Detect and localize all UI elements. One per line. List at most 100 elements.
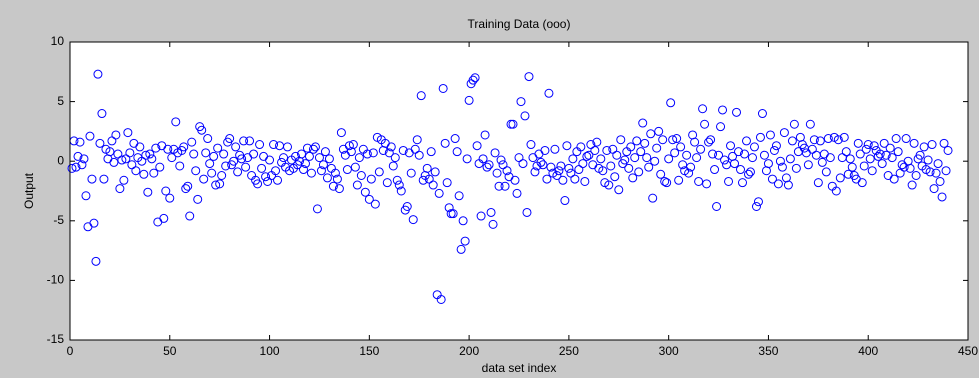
data-point bbox=[436, 294, 446, 304]
data-point bbox=[510, 175, 520, 185]
data-point bbox=[207, 168, 217, 178]
data-point bbox=[664, 154, 674, 164]
data-point bbox=[642, 153, 652, 163]
data-point bbox=[690, 137, 700, 147]
data-point bbox=[863, 140, 873, 150]
data-point bbox=[464, 95, 474, 105]
data-point bbox=[67, 163, 77, 173]
data-point bbox=[89, 218, 99, 228]
data-point bbox=[666, 98, 676, 108]
data-point bbox=[730, 159, 740, 169]
data-point bbox=[726, 141, 736, 151]
data-point bbox=[696, 144, 706, 154]
data-point bbox=[889, 174, 899, 184]
data-point bbox=[839, 132, 849, 142]
data-point bbox=[753, 197, 763, 207]
data-point bbox=[598, 166, 608, 176]
data-point bbox=[448, 209, 458, 219]
data-point bbox=[468, 75, 478, 85]
data-point bbox=[925, 167, 935, 177]
y-tick-label: -10 bbox=[47, 273, 65, 287]
data-point bbox=[783, 180, 793, 190]
data-point bbox=[368, 148, 378, 158]
data-point bbox=[426, 147, 436, 157]
data-point bbox=[710, 165, 720, 175]
data-point bbox=[646, 129, 656, 139]
data-point bbox=[390, 153, 400, 163]
data-point bbox=[610, 172, 620, 182]
data-point bbox=[73, 151, 83, 161]
data-point bbox=[304, 151, 314, 161]
data-point bbox=[472, 141, 482, 151]
data-point bbox=[482, 162, 492, 172]
x-tick-label: 250 bbox=[559, 344, 579, 358]
data-point bbox=[159, 213, 169, 223]
data-point bbox=[189, 149, 199, 159]
data-point bbox=[716, 122, 726, 132]
data-point bbox=[111, 130, 121, 140]
data-point bbox=[558, 175, 568, 185]
y-tick-label: -5 bbox=[53, 213, 64, 227]
x-axis-label: data set index bbox=[482, 361, 557, 375]
data-point bbox=[755, 132, 765, 142]
data-point bbox=[628, 173, 638, 183]
data-point bbox=[257, 163, 267, 173]
data-point bbox=[165, 193, 175, 203]
data-point bbox=[562, 141, 572, 151]
data-point bbox=[678, 160, 688, 170]
data-point bbox=[516, 97, 526, 107]
data-point bbox=[265, 155, 275, 165]
data-point bbox=[203, 134, 213, 144]
marks bbox=[67, 69, 953, 304]
data-point bbox=[334, 184, 344, 194]
data-point bbox=[564, 163, 574, 173]
data-point bbox=[937, 192, 947, 202]
data-point bbox=[602, 145, 612, 155]
data-point bbox=[279, 153, 289, 163]
x-tick-label: 150 bbox=[359, 344, 379, 358]
data-point bbox=[300, 159, 310, 169]
data-point bbox=[85, 131, 95, 141]
data-point bbox=[330, 168, 340, 178]
data-point bbox=[231, 142, 241, 152]
data-point bbox=[668, 135, 678, 145]
data-point bbox=[841, 147, 851, 157]
data-point bbox=[117, 155, 127, 165]
data-point bbox=[179, 142, 189, 152]
data-point bbox=[911, 171, 921, 181]
data-point bbox=[253, 179, 263, 189]
data-point bbox=[853, 138, 863, 148]
data-point bbox=[765, 130, 775, 140]
data-point bbox=[700, 119, 710, 129]
data-point bbox=[225, 134, 235, 144]
data-point bbox=[540, 145, 550, 155]
data-point bbox=[163, 144, 173, 154]
data-point bbox=[596, 154, 606, 164]
x-tick-label: 50 bbox=[163, 344, 177, 358]
data-point bbox=[364, 194, 374, 204]
data-point bbox=[590, 145, 600, 155]
data-point bbox=[648, 193, 658, 203]
data-point bbox=[95, 138, 105, 148]
data-point bbox=[215, 179, 225, 189]
data-point bbox=[434, 188, 444, 198]
data-point bbox=[97, 109, 107, 119]
data-point bbox=[135, 142, 145, 152]
data-point bbox=[907, 180, 917, 190]
data-point bbox=[706, 135, 716, 145]
data-point bbox=[676, 142, 686, 152]
data-point bbox=[704, 137, 714, 147]
data-point bbox=[245, 136, 255, 146]
data-point bbox=[181, 184, 191, 194]
data-point bbox=[320, 147, 330, 157]
data-point bbox=[530, 167, 540, 177]
data-point bbox=[708, 149, 718, 159]
data-point bbox=[885, 143, 895, 153]
data-point bbox=[624, 163, 634, 173]
data-point bbox=[736, 165, 746, 175]
data-point bbox=[805, 119, 815, 129]
data-point bbox=[831, 186, 841, 196]
data-point bbox=[767, 174, 777, 184]
data-point bbox=[187, 137, 197, 147]
data-point bbox=[77, 160, 87, 170]
